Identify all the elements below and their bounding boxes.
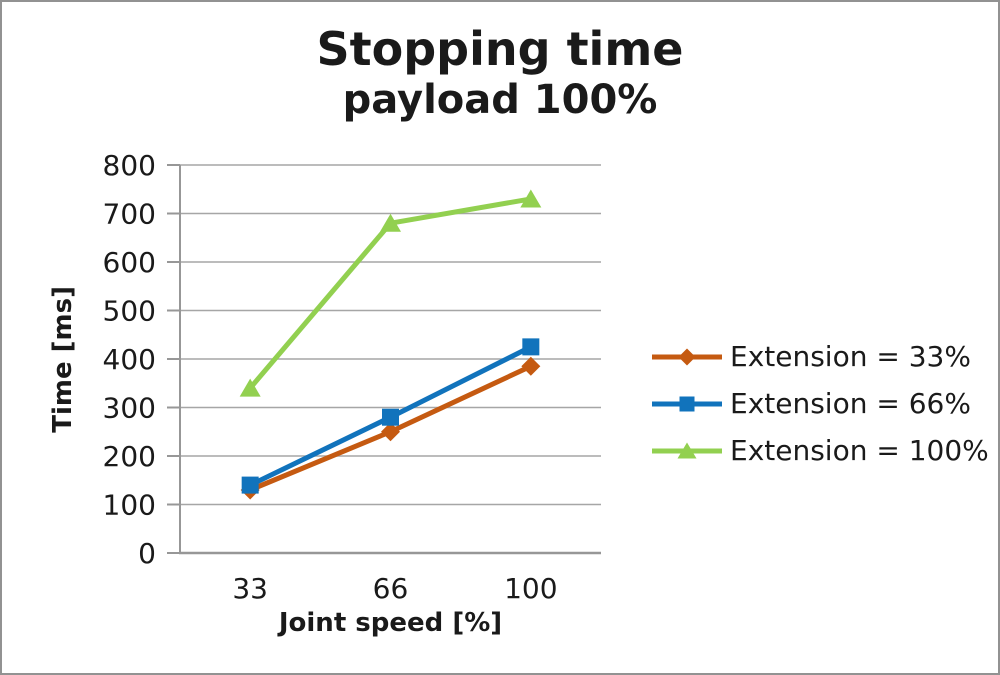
svg-text:66: 66: [373, 572, 409, 605]
legend-item-extension-66: Extension = 66%: [652, 385, 989, 422]
legend-item-extension-100: Extension = 100%: [652, 432, 989, 469]
legend-label: Extension = 33%: [730, 340, 971, 373]
chart-subtitle: payload 100%: [342, 77, 658, 123]
svg-text:400: 400: [103, 343, 156, 376]
legend-item-extension-33: Extension = 33%: [652, 338, 989, 375]
svg-text:700: 700: [103, 198, 156, 231]
legend: Extension = 33% Extension = 66% Extensio…: [652, 338, 989, 469]
svg-text:600: 600: [103, 246, 156, 279]
legend-marker-diamond-icon: [652, 348, 722, 365]
legend-label: Extension = 66%: [730, 387, 971, 420]
svg-text:33: 33: [232, 572, 268, 605]
svg-text:100: 100: [504, 572, 557, 605]
x-axis-title: Joint speed [%]: [278, 608, 503, 638]
svg-text:0: 0: [138, 537, 156, 570]
svg-text:800: 800: [103, 149, 156, 182]
legend-marker-square-icon: [652, 396, 722, 411]
chart-title: Stopping time: [316, 22, 684, 76]
svg-text:500: 500: [103, 295, 156, 328]
legend-marker-triangle-icon: [652, 442, 722, 458]
legend-label: Extension = 100%: [730, 434, 989, 467]
svg-text:300: 300: [103, 392, 156, 425]
svg-text:200: 200: [103, 440, 156, 473]
svg-text:100: 100: [103, 489, 156, 522]
